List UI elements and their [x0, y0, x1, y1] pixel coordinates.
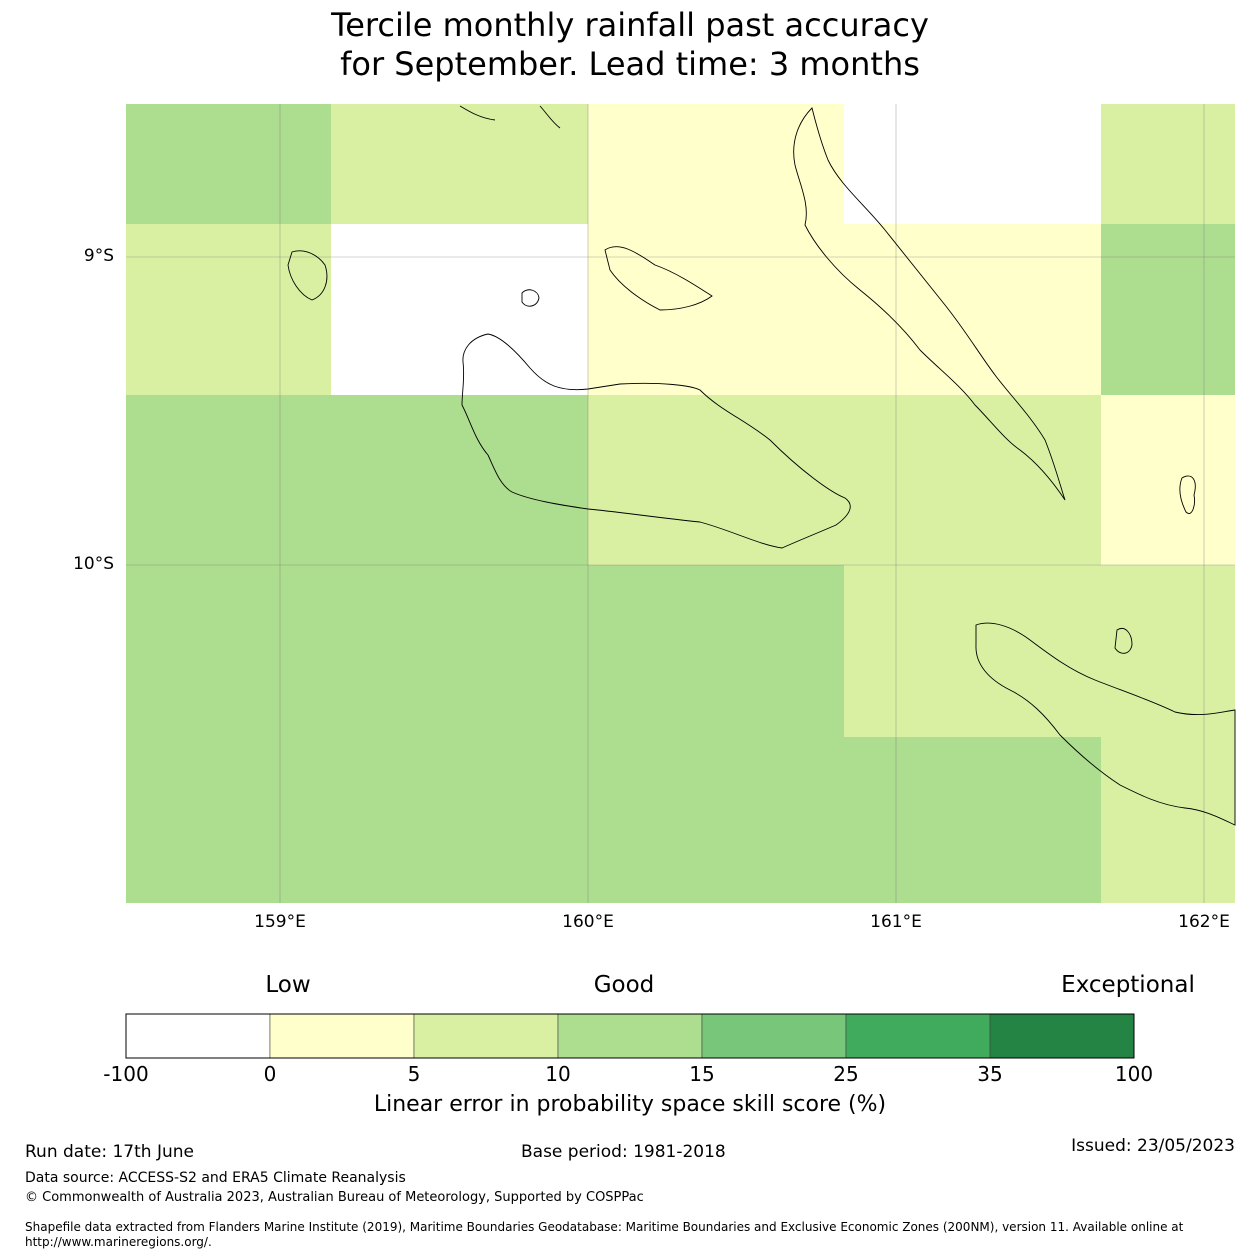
issued-date: Issued: 23/05/2023 — [1071, 1136, 1235, 1156]
coastline-savo — [521, 289, 540, 307]
colorbar-frame — [125, 1013, 1135, 1059]
skill-grid — [126, 104, 1235, 903]
shapefile-credit: Shapefile data extracted from Flanders M… — [25, 1220, 1184, 1249]
colorbar-tick: 0 — [263, 1062, 277, 1086]
skill-cell — [126, 395, 331, 565]
coastline-russell-islands — [287, 250, 328, 301]
skill-cell — [1101, 224, 1235, 395]
skill-cell — [1101, 737, 1235, 903]
lon-label-160e: 160°E — [562, 912, 614, 932]
colorbar-tick: 10 — [545, 1062, 571, 1086]
coastline-malaita — [793, 107, 1066, 501]
coastlines — [287, 105, 1236, 826]
coastline-ulawa — [1114, 628, 1133, 654]
graticule — [126, 104, 1235, 903]
map-title-line-2: for September. Lead time: 3 months — [340, 45, 920, 83]
skill-cell — [588, 224, 844, 395]
skill-cell — [844, 737, 1101, 903]
skill-cell — [126, 224, 331, 395]
colorbar-head-good: Good — [593, 972, 655, 998]
skill-cell — [588, 395, 844, 565]
colorbar-head-low: Low — [265, 972, 311, 998]
coastline-florida-islands — [604, 246, 713, 311]
coastline-makira — [975, 622, 1236, 826]
skill-cell — [844, 104, 1101, 224]
colorbar-tick: 35 — [977, 1062, 1003, 1086]
lat-label-10s: 10°S — [73, 554, 114, 574]
colorbar-caption: Linear error in probability space skill … — [373, 1092, 887, 1117]
skill-cell — [844, 224, 1101, 395]
colorbar-bins — [125, 1013, 1135, 1059]
colorbar-bin — [845, 1013, 991, 1059]
coastline-islet-e — [1179, 475, 1196, 514]
skill-cell — [126, 565, 331, 737]
run-date: Run date: 17th June — [25, 1142, 194, 1162]
skill-cell — [126, 104, 331, 224]
copyright: © Commonwealth of Australia 2023, Austra… — [25, 1190, 644, 1205]
data-source: Data source: ACCESS-S2 and ERA5 Climate … — [25, 1170, 406, 1186]
skill-cell — [588, 565, 844, 737]
colorbar-tick: 15 — [689, 1062, 715, 1086]
skill-cell — [331, 224, 588, 395]
skill-cell — [588, 104, 844, 224]
lon-label-162e: 162°E — [1178, 912, 1230, 932]
colorbar-tick: 5 — [407, 1062, 421, 1086]
colorbar-bin — [413, 1013, 559, 1059]
skill-cell — [331, 395, 588, 565]
coastline-north-islets — [459, 105, 561, 129]
colorbar-tick: -100 — [103, 1062, 149, 1086]
skill-cell — [331, 737, 588, 903]
lat-label-9s: 9°S — [83, 246, 114, 266]
skill-cell — [331, 104, 588, 224]
colorbar-bin — [557, 1013, 703, 1059]
colorbar-tick: 25 — [833, 1062, 859, 1086]
skill-cell — [1101, 395, 1235, 565]
colorbar-bin — [269, 1013, 415, 1059]
lon-label-159e: 159°E — [254, 912, 306, 932]
skill-cell — [844, 565, 1101, 737]
skill-cell — [1101, 104, 1235, 224]
colorbar-bin — [125, 1013, 271, 1059]
skill-cell — [331, 565, 588, 737]
colorbar-head-exceptional: Exceptional — [1061, 972, 1195, 998]
colorbar-bin — [989, 1013, 1135, 1059]
lon-label-161e: 161°E — [870, 912, 922, 932]
colorbar-tick: 100 — [1114, 1062, 1154, 1086]
coastline-guadalcanal — [461, 333, 851, 549]
skill-cell — [844, 395, 1101, 565]
skill-cell — [126, 737, 331, 903]
colorbar-bin — [701, 1013, 847, 1059]
base-period: Base period: 1981-2018 — [521, 1142, 726, 1162]
map-title-line-1: Tercile monthly rainfall past accuracy — [331, 6, 929, 44]
skill-cell — [588, 737, 844, 903]
